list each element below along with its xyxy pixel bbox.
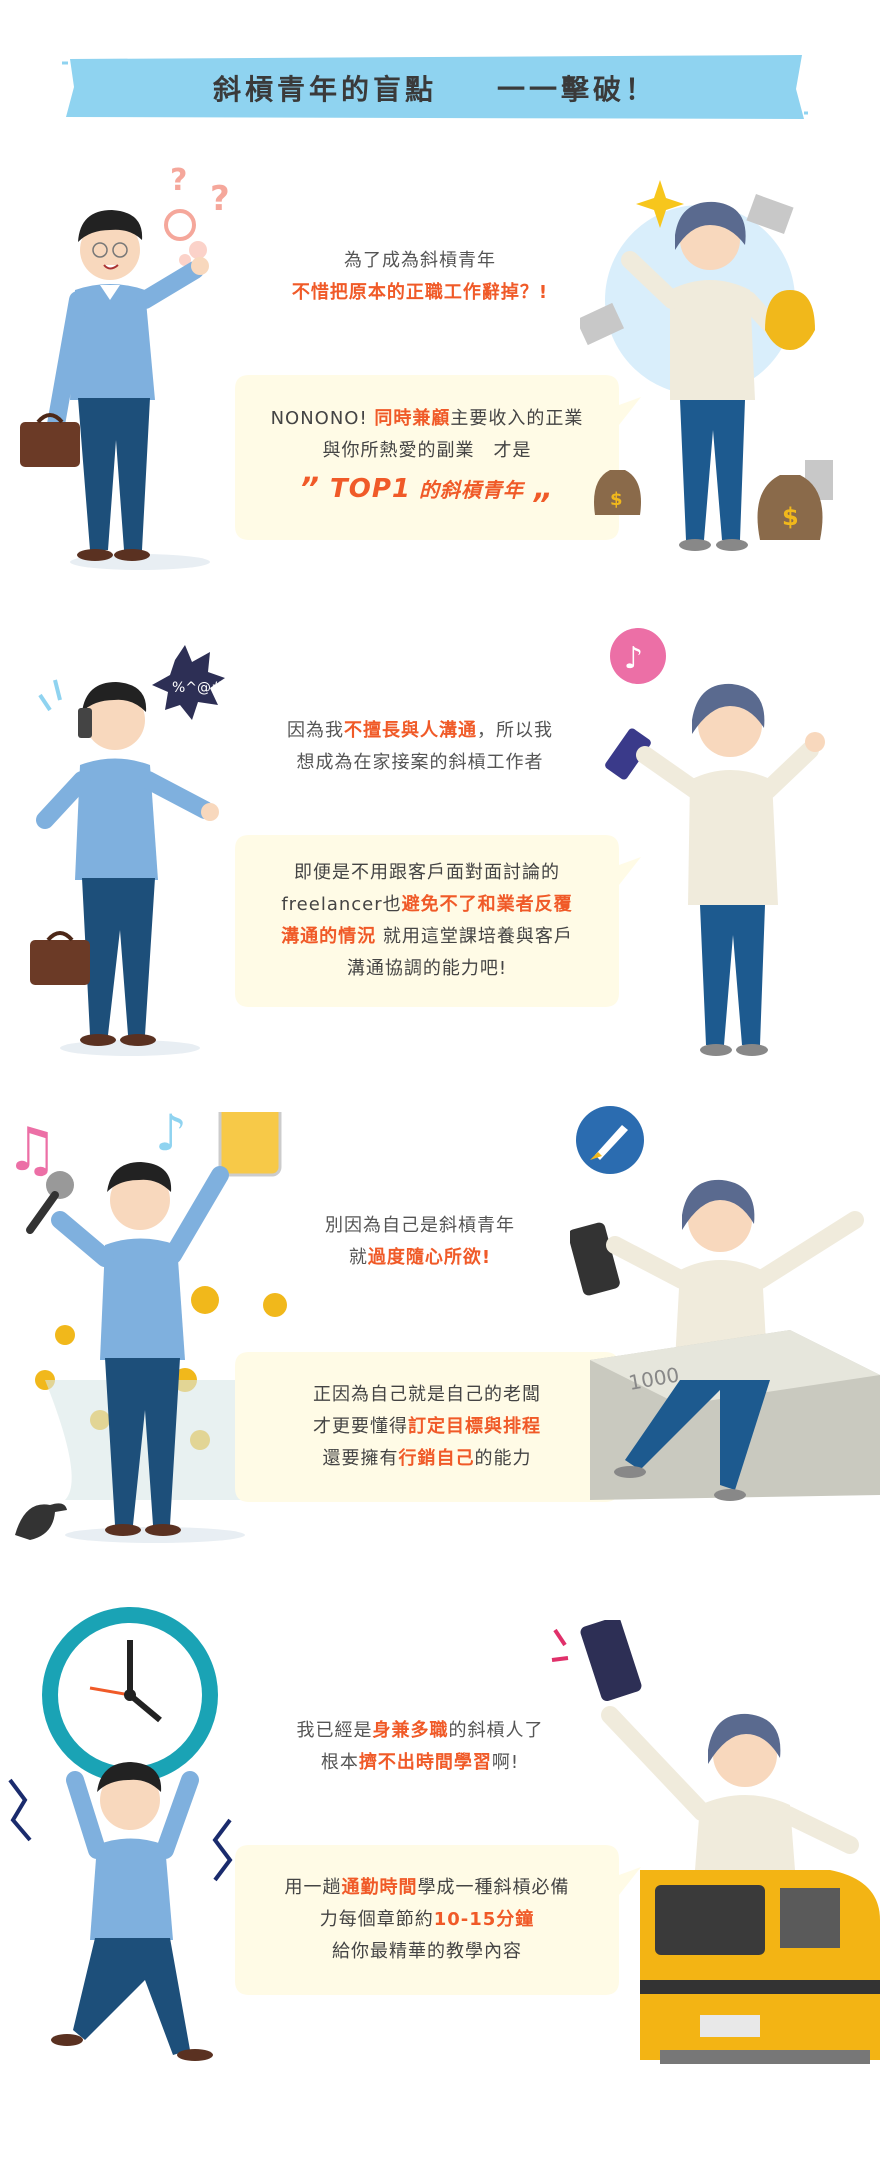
smartphone-icon [580,1620,642,1702]
answer-bubble-2: 即便是不用跟客戶面對面討論的 freelancer也避免不了和業者反覆 溝通的情… [235,835,645,1007]
crow-icon [15,1503,67,1540]
answer-bubble-3: 正因為自己就是自己的老闆 才更要懂得訂定目標與排程 還要擁有行銷自己的能力 [235,1352,645,1502]
music-note-icon: ♪ [155,1104,187,1162]
man-clock-figure [8,1607,233,2061]
title-part1: 斜槓青年的盲點 [212,73,437,106]
man-phone-figure: %^@# [30,645,225,1056]
svg-text:♪: ♪ [155,1104,187,1162]
svg-text:$: $ [782,503,799,531]
money-bag-icon: $ [594,470,641,515]
woman-train-figure [551,1620,880,2064]
section-1: ? ? 為了成為斜槓青年 不惜把原本的正職工作辭掉？! [0,0,880,600]
title-banner: 斜槓青年的盲點 一一擊破！ [62,55,808,121]
coin-purse-icon [765,290,815,350]
section-3: ♫ ♪ 別因為自己是斜槓青年 就過度隨心所欲! 正因為自己就是自己的老闆 才更要… [0,1080,880,1600]
page-title: 斜槓青年的盲點 一一擊破！ [62,55,808,121]
woman-money-figure: $ $ [580,180,833,551]
smartphone-icon [570,1222,620,1296]
phone-icon [78,708,92,738]
svg-text:%^@#: %^@# [172,680,223,696]
briefcase-icon [30,940,90,985]
music-note-icon: ♪ [610,628,666,684]
rocket-icon [576,1106,644,1174]
question-text-2: 因為我不擅長與人溝通，所以我 想成為在家接案的斜槓工作者 [287,720,553,773]
answer-bubble-1: NONONO! 同時兼顧主要收入的正業 與你所熱愛的副業 才是 ” TOP1 的… [235,375,645,540]
question-text-4: 我已經是身兼多職的斜槓人了 根本擠不出時間學習啊! [296,1720,544,1773]
svg-text:?: ? [210,179,230,219]
question-marks-icon: ? ? [164,163,230,266]
answer-bubble-4: 用一趟通勤時間學成一種斜槓必備 力每個章節約10-15分鐘 給你最精華的教學內容 [235,1845,645,1995]
music-note-icon: ♫ [5,1115,59,1185]
microphone-icon [26,1171,74,1234]
question-text-3: 別因為自己是斜槓青年 就過度隨心所欲! [325,1215,515,1268]
svg-text:?: ? [170,163,187,198]
question-text-1: 為了成為斜槓青年 不惜把原本的正職工作辭掉？! [291,250,549,303]
train-icon [640,1870,880,2064]
beer-mug-icon [215,1092,285,1177]
sparkle-icon [636,180,684,228]
banknote-icon [746,194,794,234]
svg-text:♫: ♫ [5,1115,59,1185]
banknote-icon [580,302,625,346]
angry-speech-icon: %^@# [152,645,225,720]
title-part2: 一一擊破！ [497,73,658,106]
svg-text:$: $ [610,489,623,510]
svg-text:♪: ♪ [624,641,643,676]
smartphone-icon [605,728,651,780]
money-bag-icon: $ [757,475,823,540]
man-thinking-figure: ? ? [20,163,230,570]
section-4: 我已經是身兼多職的斜槓人了 根本擠不出時間學習啊! 用一趟通勤時間學成一種斜槓必… [0,1600,880,2175]
clock-icon [42,1607,218,1783]
section-2: %^@# 因為我不擅長與人溝通，所以我 想成為在家接案的斜槓工作者 即便是不用跟… [0,600,880,1080]
woman-phone-figure: ♪ [605,628,825,1056]
woman-cash-stack-figure: 1000 [570,1106,880,1501]
man-party-figure: ♫ ♪ [5,1092,287,1543]
